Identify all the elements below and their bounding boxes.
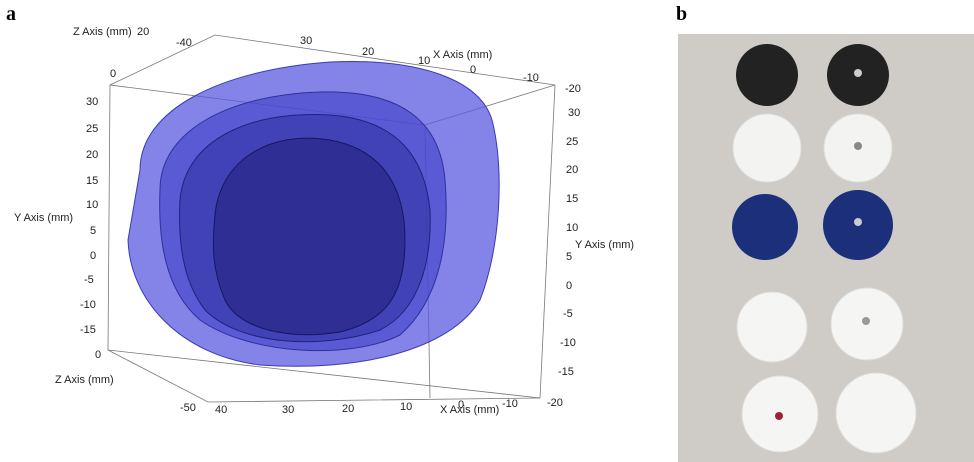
tick-label: 15 (566, 193, 578, 205)
axis-title: X Axis (mm) (433, 49, 492, 61)
axis-title: Z Axis (mm) (73, 26, 132, 38)
tick-label: 30 (300, 35, 312, 47)
tick-label: -5 (84, 274, 94, 286)
tick-label: -15 (558, 366, 574, 378)
tick-label: 15 (86, 175, 98, 187)
mesh-render (127, 61, 500, 367)
tick-label: 0 (110, 68, 116, 80)
tick-label: 5 (566, 251, 572, 263)
tick-label: -10 (80, 299, 96, 311)
panel-label: a (6, 3, 16, 25)
tick-label: 0 (470, 64, 476, 76)
tick-label: -10 (502, 398, 518, 410)
axis-title: Y Axis (mm) (575, 239, 634, 251)
tick-label: 40 (215, 404, 227, 416)
tick-label: -40 (176, 37, 192, 49)
tick-label: 10 (86, 199, 98, 211)
tick-label: 25 (566, 136, 578, 148)
tick-label: -5 (563, 308, 573, 320)
tick-label: 5 (90, 225, 96, 237)
tick-label: -20 (547, 397, 563, 409)
tick-label: 20 (86, 149, 98, 161)
tick-label: 10 (418, 55, 430, 67)
axis-title: Z Axis (mm) (55, 374, 114, 386)
tick-label: 0 (95, 349, 101, 361)
tick-label: 30 (282, 404, 294, 416)
tick-label: -50 (180, 402, 196, 414)
tick-label: -10 (523, 72, 539, 84)
axis-title: Y Axis (mm) (14, 212, 73, 224)
tick-label: 20 (137, 26, 149, 38)
tick-label: -10 (560, 337, 576, 349)
tick-label: -15 (80, 324, 96, 336)
tick-label: 10 (566, 222, 578, 234)
tick-label: 20 (342, 403, 354, 415)
tick-label: -20 (565, 83, 581, 95)
tick-label: 0 (458, 399, 464, 411)
tick-label: 20 (566, 164, 578, 176)
axis-title: X Axis (mm) (440, 404, 499, 416)
tick-label: 0 (566, 280, 572, 292)
tick-label: 0 (90, 250, 96, 262)
tick-label: 20 (362, 46, 374, 58)
photo (678, 34, 974, 462)
tick-label: 25 (86, 123, 98, 135)
panel-label: b (676, 3, 687, 25)
tick-label: 30 (86, 96, 98, 108)
tick-label: 10 (400, 401, 412, 413)
tick-label: 30 (568, 107, 580, 119)
